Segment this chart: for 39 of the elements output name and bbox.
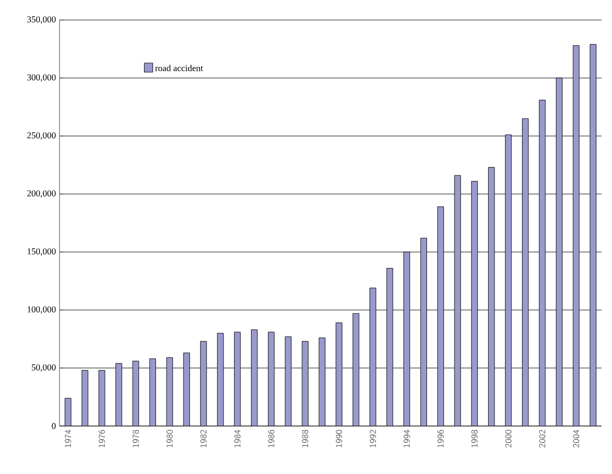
y-tick-label: 150,000: [28, 248, 56, 256]
bar: [556, 78, 562, 426]
bar: [318, 338, 326, 426]
x-tick-label: 1996: [437, 430, 444, 448]
bar: [505, 134, 512, 426]
x-tick-label: 1988: [302, 430, 308, 448]
bar: [590, 44, 596, 426]
bar: [454, 175, 461, 426]
x-tick-label: 2004: [573, 430, 580, 448]
y-tick-label: 250,000: [27, 132, 56, 140]
x-tick-label: 1976: [98, 430, 106, 448]
x-tick-label: 1986: [268, 430, 274, 448]
x-tick-label: 1990: [336, 430, 342, 448]
y-tick-label: 0: [52, 422, 56, 430]
bar: [538, 100, 546, 426]
x-tick-label: 1980: [166, 430, 173, 448]
bar: [403, 252, 410, 426]
y-tick-label: 100,000: [28, 306, 56, 314]
bar: [522, 118, 529, 426]
bar: [437, 206, 444, 426]
x-tick-label: 1992: [370, 430, 376, 448]
x-tick-label: 1994: [404, 430, 410, 448]
y-tick-label: 300,000: [27, 74, 56, 82]
bar: [386, 268, 394, 426]
x-tick-label: 1984: [234, 430, 241, 448]
x-tick-label: 1978: [132, 430, 139, 448]
bar: [370, 288, 376, 426]
x-tick-label: 1982: [200, 430, 207, 448]
x-tick-label: 2000: [505, 430, 512, 448]
x-tick-label: 1998: [471, 430, 478, 448]
legend-label: road accident: [155, 64, 204, 72]
y-tick-label: 350,000: [27, 16, 56, 24]
y-tick-label: 200,000: [27, 190, 56, 198]
bar: [420, 238, 427, 426]
bar: [488, 167, 495, 426]
y-tick-label: 50,000: [32, 364, 56, 372]
bar: [572, 45, 580, 426]
x-tick-label: 1974: [64, 430, 72, 448]
x-tick-label: 2002: [539, 430, 546, 448]
